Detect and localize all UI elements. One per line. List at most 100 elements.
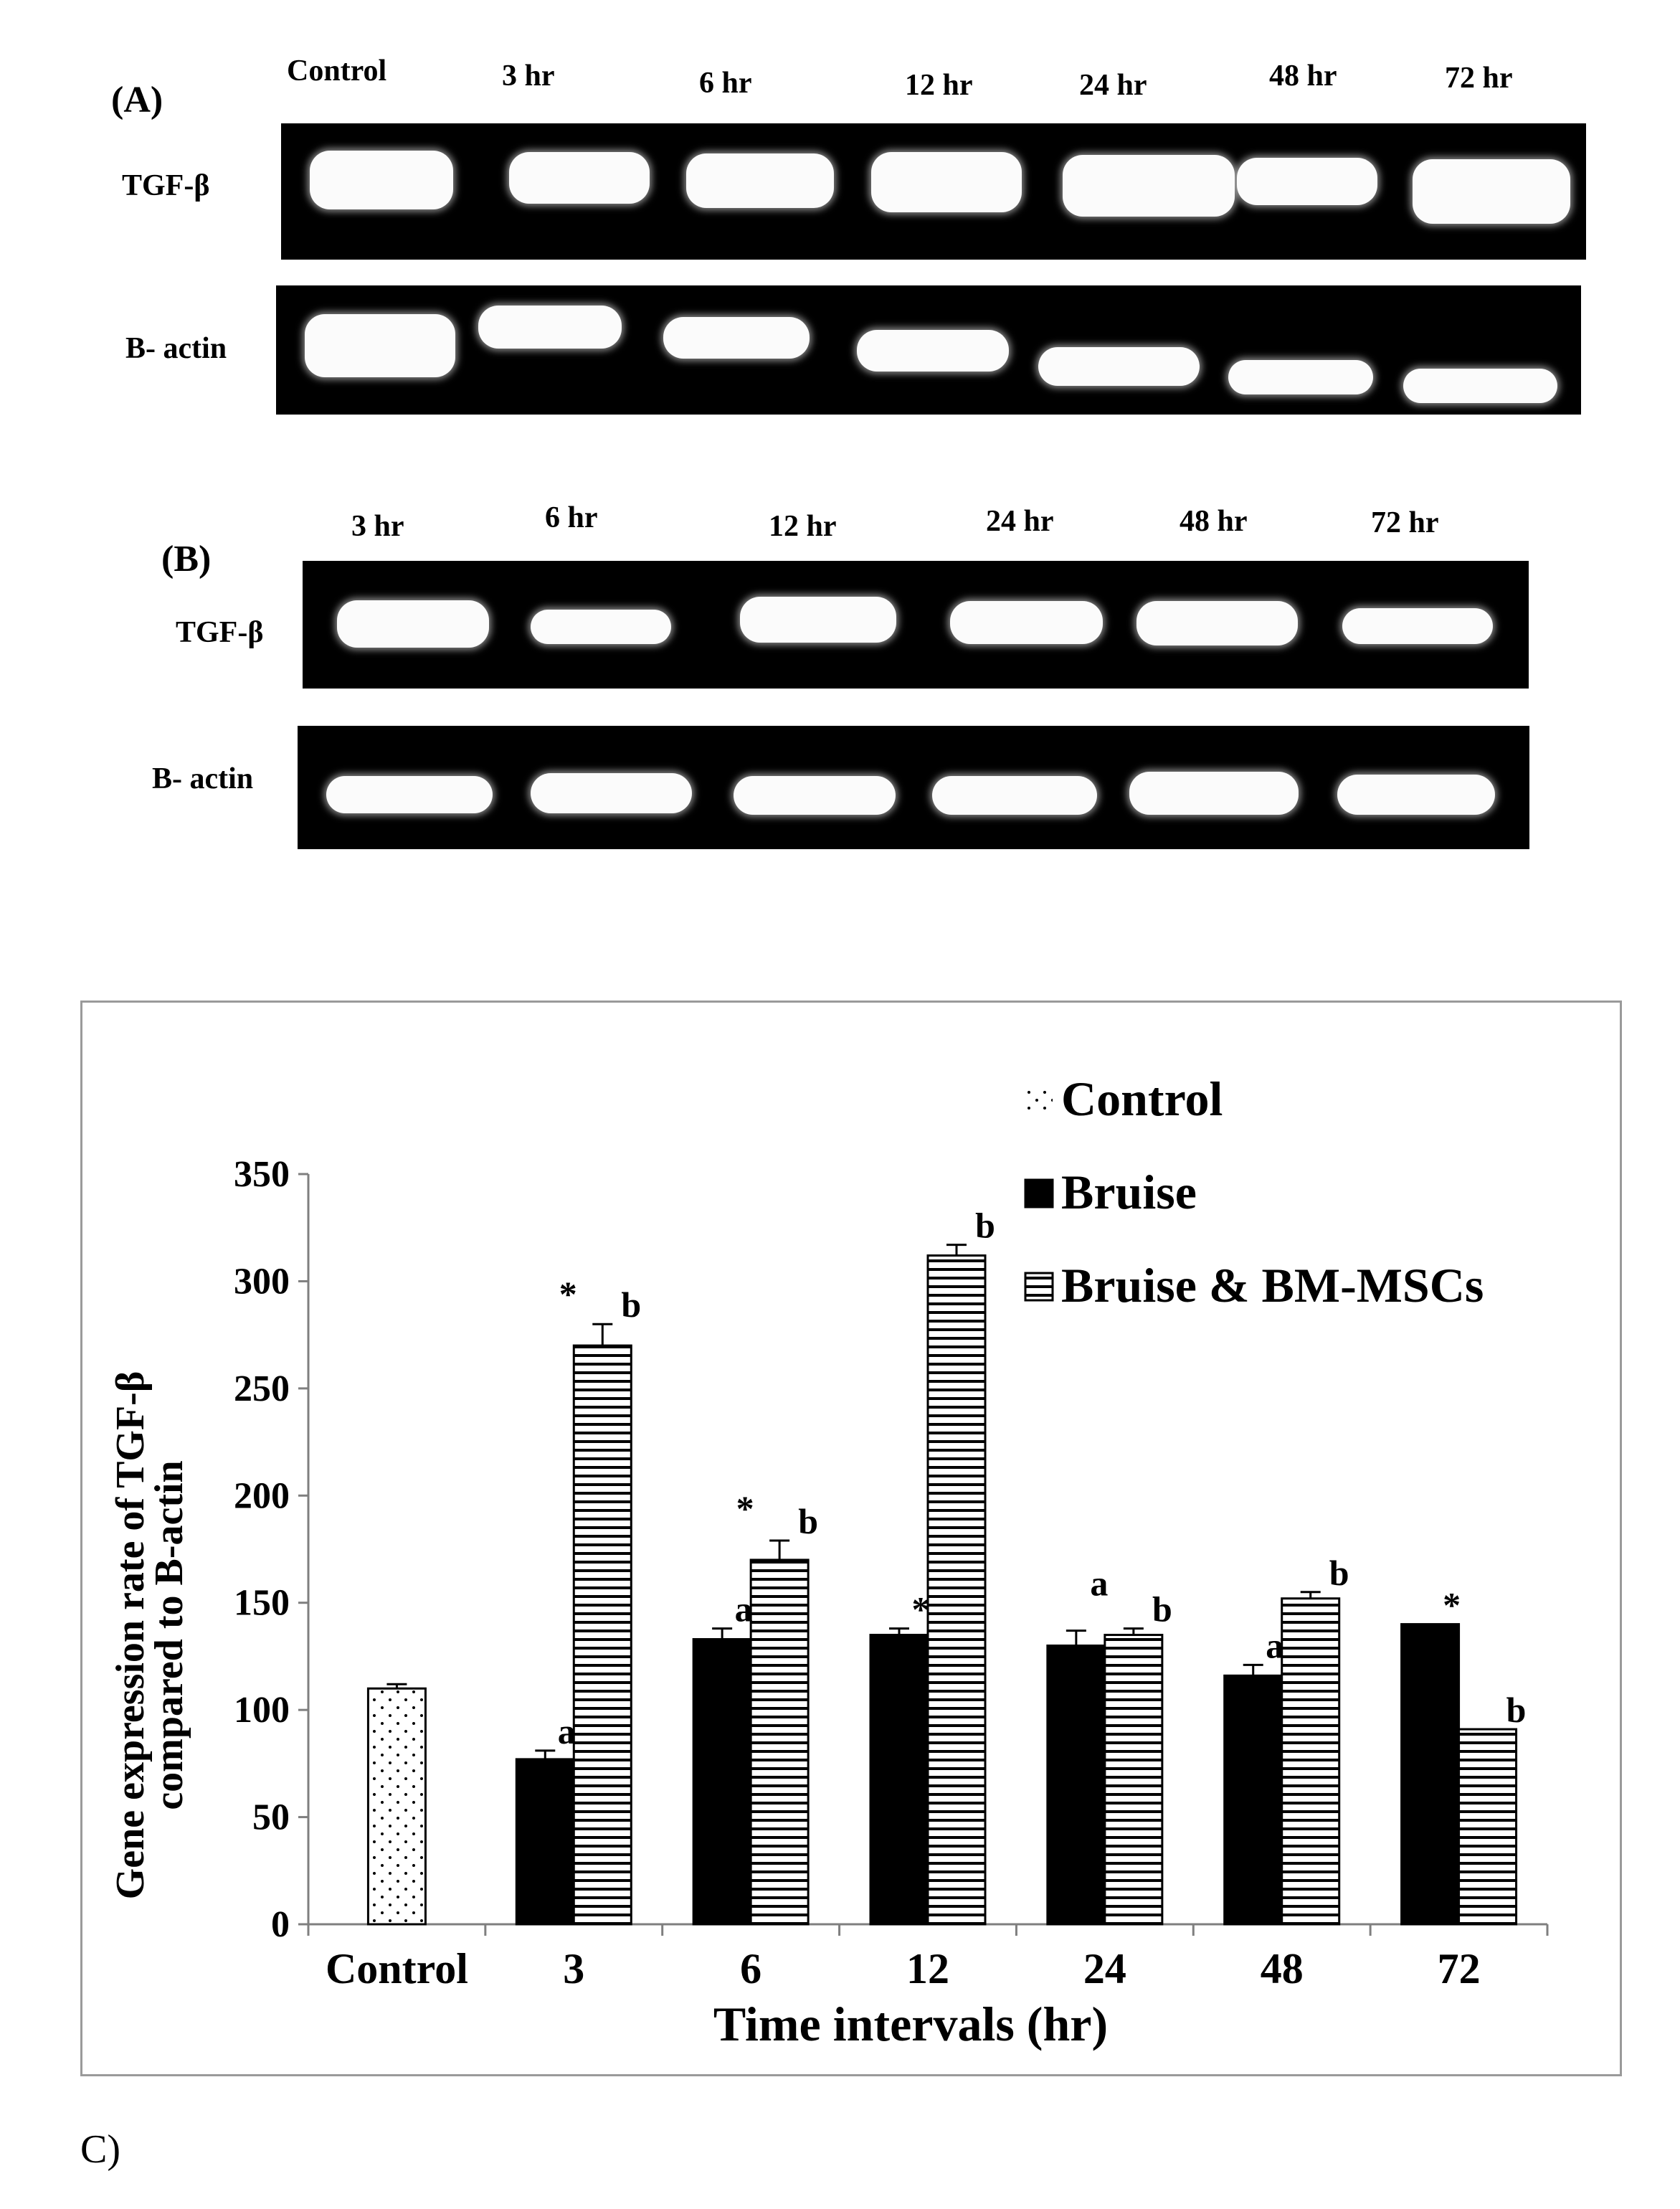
legend-swatch-hlines: [1024, 1272, 1054, 1302]
gel-band: [531, 610, 671, 644]
significance-label: a: [1090, 1564, 1108, 1604]
panel-b-letter: (B): [161, 539, 212, 580]
legend-label: Control: [1061, 1072, 1223, 1126]
panel-a-letter: (A): [111, 80, 163, 120]
panel-b-lane-3hr: 3 hr: [351, 510, 404, 543]
chart-frame: [80, 1001, 1622, 2076]
panel-b-lane-6hr: 6 hr: [545, 501, 598, 534]
gel-band: [1237, 158, 1377, 205]
panel-b-bactin-gel: [298, 726, 1529, 849]
y-axis-title: Gene expression rate of TGF-βcompared to…: [108, 1371, 191, 1900]
panel-a-lane-control: Control: [287, 55, 387, 87]
significance-label: *: [1443, 1585, 1461, 1625]
y-tick-label: 300: [234, 1261, 290, 1302]
significance-label: *: [736, 1488, 754, 1528]
panel-a-lane-72hr: 72 hr: [1445, 62, 1513, 95]
bar-hlines: [749, 1558, 810, 1926]
bar-solid: [1223, 1674, 1283, 1926]
gel-band: [1228, 360, 1373, 394]
y-tick-label: 100: [234, 1690, 290, 1731]
panel-a-lane-48hr: 48 hr: [1269, 60, 1337, 93]
significance-label: b: [975, 1206, 995, 1246]
gel-band: [663, 317, 810, 359]
x-tick-label: 48: [1261, 1945, 1304, 1992]
x-axis-title: Time intervals (hr): [713, 1997, 1108, 2051]
bar-hlines: [1104, 1634, 1164, 1926]
y-tick-label: 350: [234, 1154, 290, 1195]
gel-band: [1038, 347, 1200, 386]
y-tick-label: 0: [271, 1904, 290, 1945]
significance-label: *: [912, 1589, 930, 1629]
x-tick-label: 12: [906, 1945, 949, 1992]
significance-label: b: [1329, 1553, 1349, 1593]
x-tick-label: 72: [1438, 1945, 1481, 1992]
bar-solid: [1046, 1644, 1106, 1926]
gel-band: [1403, 369, 1557, 403]
bar-solid: [515, 1758, 575, 1926]
bar-solid: [692, 1638, 752, 1926]
gel-band: [1337, 775, 1495, 815]
gel-band: [734, 776, 896, 815]
panel-a-lane-6hr: 6 hr: [699, 67, 752, 100]
y-tick-label: 200: [234, 1475, 290, 1516]
gel-band: [1413, 159, 1570, 224]
significance-label: *: [559, 1274, 577, 1314]
y-tick-label: 150: [234, 1583, 290, 1624]
bar-hlines: [1281, 1597, 1341, 1926]
gel-band: [871, 152, 1022, 212]
panel-a-bactin-gel: [276, 285, 1581, 415]
gel-band: [686, 153, 834, 208]
gel-band: [478, 306, 622, 349]
gel-band: [1129, 772, 1299, 815]
significance-label: b: [1152, 1589, 1172, 1629]
gel-band: [337, 600, 489, 648]
significance-label: b: [621, 1285, 641, 1325]
gel-band: [310, 151, 453, 209]
panel-a-lane-3hr: 3 hr: [502, 60, 555, 93]
significance-label: b: [1506, 1690, 1527, 1730]
bar-hlines: [572, 1344, 632, 1926]
panel-b-lane-12hr: 12 hr: [769, 510, 837, 543]
legend-swatch-dots: [1025, 1087, 1053, 1114]
gel-band: [1063, 155, 1235, 217]
y-tick-label: 250: [234, 1368, 290, 1409]
y-tick-label: 50: [252, 1797, 290, 1838]
panel-a-lane-24hr: 24 hr: [1079, 69, 1147, 102]
panel-b-tgfb-gel: [303, 561, 1529, 689]
panel-a-row-tgfb: TGF-β: [122, 169, 210, 202]
bar-hlines: [926, 1254, 987, 1926]
gel-band: [1136, 601, 1298, 645]
bar-solid: [869, 1634, 929, 1926]
gel-band: [857, 330, 1009, 372]
panel-a-tgfb-gel: [281, 123, 1586, 260]
bar-hlines: [1458, 1728, 1518, 1926]
gel-band: [740, 597, 896, 643]
gel-band: [531, 773, 692, 813]
x-tick-label: 3: [563, 1945, 584, 1992]
gel-band: [1342, 608, 1493, 644]
x-tick-label: 24: [1083, 1945, 1126, 1992]
gel-band: [305, 314, 455, 377]
bar-solid: [1400, 1623, 1461, 1926]
legend-swatch-solid: [1024, 1178, 1054, 1208]
significance-label: a: [1266, 1625, 1283, 1665]
panel-a-lane-12hr: 12 hr: [905, 69, 973, 102]
panel-b-lane-72hr: 72 hr: [1371, 506, 1439, 539]
significance-label: a: [735, 1589, 753, 1629]
bar-dots: [366, 1687, 427, 1926]
gel-band: [932, 776, 1097, 815]
panel-b-lane-24hr: 24 hr: [986, 505, 1054, 538]
panel-a-row-bactin: B- actin: [125, 332, 227, 365]
panel-b-row-bactin: B- actin: [152, 762, 254, 795]
significance-label: b: [798, 1501, 818, 1541]
gel-band: [509, 152, 650, 204]
legend-label: Bruise & BM-MSCs: [1061, 1258, 1484, 1312]
significance-label: a: [558, 1711, 576, 1751]
gel-band: [950, 601, 1103, 644]
legend-label: Bruise: [1061, 1165, 1197, 1219]
panel-b-row-tgfb: TGF-β: [176, 616, 264, 649]
gel-band: [326, 776, 493, 813]
x-tick-label: Control: [326, 1945, 468, 1992]
panel-b-lane-48hr: 48 hr: [1180, 505, 1248, 538]
